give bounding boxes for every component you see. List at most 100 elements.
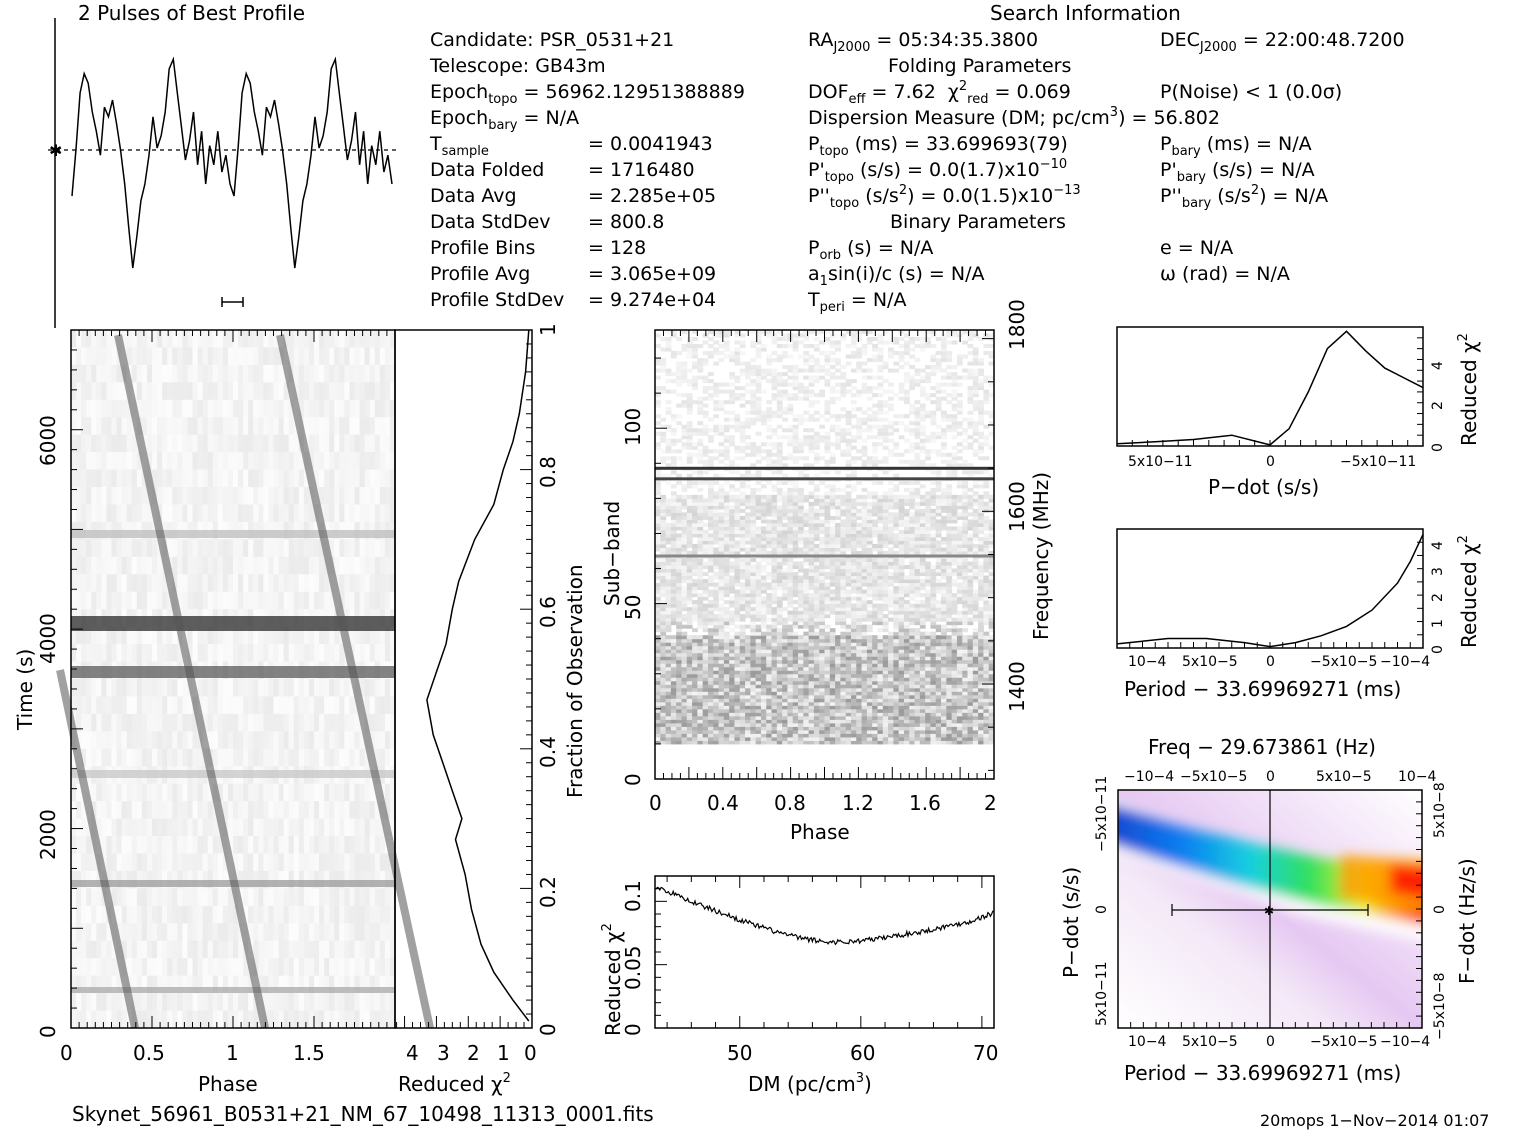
subband-cell xyxy=(792,635,799,640)
subband-cell xyxy=(919,635,926,640)
subband-cell xyxy=(808,656,815,661)
time-phase-cell xyxy=(369,975,376,994)
subband-cell xyxy=(755,722,762,727)
subband-cell xyxy=(760,638,767,643)
subband-cell xyxy=(792,670,799,675)
subband-cell xyxy=(655,740,661,745)
subband-cell xyxy=(824,635,831,640)
subband-cell xyxy=(898,680,905,685)
subband-cell xyxy=(909,736,916,741)
time-phase-cell xyxy=(243,364,249,383)
time-phase-cell xyxy=(222,644,229,663)
subband-cell xyxy=(745,712,751,717)
time-phase-cell xyxy=(146,434,153,453)
redchi-fraction-curve xyxy=(426,329,530,1022)
subband-cell xyxy=(692,705,698,710)
subband-cell xyxy=(856,663,863,668)
time-phase-cell xyxy=(278,783,285,802)
subband-cell xyxy=(813,684,820,689)
subband-cell xyxy=(919,642,926,647)
time-phase-cell xyxy=(303,556,310,575)
time-phase-cell xyxy=(334,836,340,855)
subband-cell xyxy=(941,722,947,727)
time-phase-cell xyxy=(233,696,239,715)
time-phase-cell xyxy=(273,993,280,1012)
time-phase-cell xyxy=(268,836,275,855)
time-phase-cell xyxy=(288,539,295,558)
subband-cell xyxy=(835,656,841,661)
subband-cell xyxy=(941,736,947,741)
time-phase-cell xyxy=(91,591,97,610)
time-phase-cell xyxy=(349,382,356,401)
subband-cell xyxy=(882,740,889,745)
subband-cell xyxy=(840,624,847,629)
subband-cell xyxy=(819,649,825,654)
time-phase-cell xyxy=(288,905,295,924)
time-phase-cell xyxy=(157,783,163,802)
subband-cell xyxy=(803,733,810,738)
time-phase-cell xyxy=(212,399,219,418)
time-phase-cell xyxy=(141,696,148,715)
subband-cell xyxy=(919,656,926,661)
time-phase-cell xyxy=(187,818,194,837)
time-phase-cell xyxy=(96,975,102,994)
time-phase-cell xyxy=(177,870,183,889)
subband-cell xyxy=(734,635,741,640)
time-phase-cell xyxy=(81,818,87,837)
subband-cell xyxy=(808,628,815,633)
subband-cell xyxy=(882,673,889,678)
subband-cell xyxy=(829,736,836,741)
subband-cell xyxy=(745,719,751,724)
time-phase-cell xyxy=(177,993,183,1012)
time-phase-cell xyxy=(96,801,102,820)
subband-cell xyxy=(914,733,921,738)
subband-cell xyxy=(983,642,990,647)
time-phase-cell xyxy=(187,888,194,907)
subband-cell xyxy=(893,652,900,657)
time-phase-cell xyxy=(101,975,108,994)
subband-cell xyxy=(882,642,889,647)
time-phase-cell xyxy=(167,696,173,715)
subband-cell xyxy=(909,673,916,678)
time-phase-cell xyxy=(192,818,199,837)
time-phase-cell xyxy=(182,591,189,610)
subband-cell xyxy=(925,666,931,671)
time-phase-cell xyxy=(207,382,214,401)
time-phase-cell xyxy=(283,591,290,610)
subband-cell xyxy=(681,694,688,699)
time-phase-cell xyxy=(344,364,351,383)
time-phase-cell xyxy=(182,574,189,593)
subband-cell xyxy=(925,691,931,696)
time-phase-cell xyxy=(227,626,234,645)
time-phase-cell xyxy=(303,870,310,889)
subband-cell xyxy=(893,649,900,654)
subband-cell xyxy=(813,740,820,745)
time-phase-cell xyxy=(334,556,340,575)
time-phase-cell xyxy=(202,417,209,436)
time-phase-cell xyxy=(298,452,305,471)
time-phase-cell xyxy=(177,888,183,907)
time-phase-cell xyxy=(212,347,219,366)
subband-cell xyxy=(925,677,931,682)
time-phase-cell xyxy=(167,801,173,820)
subband-cell xyxy=(840,670,847,675)
subband-cell xyxy=(750,652,757,657)
subband-cell xyxy=(729,684,735,689)
subband-cell xyxy=(676,617,682,622)
subband-cell xyxy=(787,645,794,650)
time-phase-cell xyxy=(329,626,335,645)
time-phase-cell xyxy=(217,330,224,349)
subband-cell xyxy=(972,729,979,734)
subband-cell xyxy=(771,624,778,629)
time-phase-cell xyxy=(278,870,285,889)
subband-cell xyxy=(861,649,868,654)
subband-cell xyxy=(914,736,921,741)
subband-cell xyxy=(734,736,741,741)
time-phase-cell xyxy=(273,818,280,837)
time-phase-cell xyxy=(101,783,108,802)
time-phase-cell xyxy=(121,399,128,418)
time-phase-cell xyxy=(339,923,345,942)
time-phase-cell xyxy=(101,836,108,855)
time-phase-cell xyxy=(379,469,386,488)
subband-cell xyxy=(750,680,757,685)
